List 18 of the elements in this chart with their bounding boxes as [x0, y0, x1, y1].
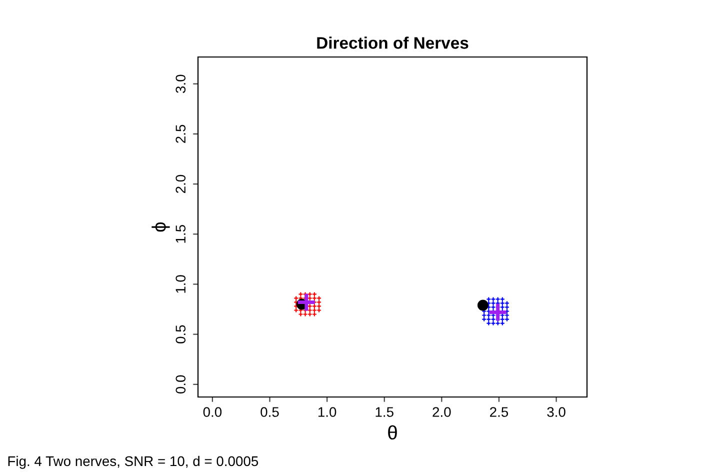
y-tick-label: 0.0: [176, 375, 186, 394]
chart-title: Direction of Nerves: [317, 36, 468, 49]
y-tick-label: 2.0: [176, 174, 186, 193]
x-tick-label: 2.5: [490, 407, 508, 417]
x-tick-label: 1.0: [318, 407, 336, 417]
y-tick-label: 1.0: [176, 275, 186, 293]
caption: Fig. 4 Two nerves, SNR = 10, d = 0.0005: [8, 456, 258, 469]
y-tick-label: 0.5: [176, 325, 186, 344]
y-tick-label: 2.5: [176, 124, 186, 143]
x-tick-label: 0.0: [203, 407, 222, 417]
y-tick-label: 3.0: [176, 74, 186, 93]
x-tick-label: 1.5: [376, 407, 394, 417]
x-tick-label: 2.0: [432, 407, 451, 417]
x-tick-label: 3.0: [547, 407, 566, 417]
x-axis-title: θ: [388, 425, 397, 440]
y-axis-title: ϕ: [152, 222, 170, 232]
y-tick-label: 1.5: [176, 225, 186, 243]
x-tick-label: 0.5: [260, 407, 279, 417]
